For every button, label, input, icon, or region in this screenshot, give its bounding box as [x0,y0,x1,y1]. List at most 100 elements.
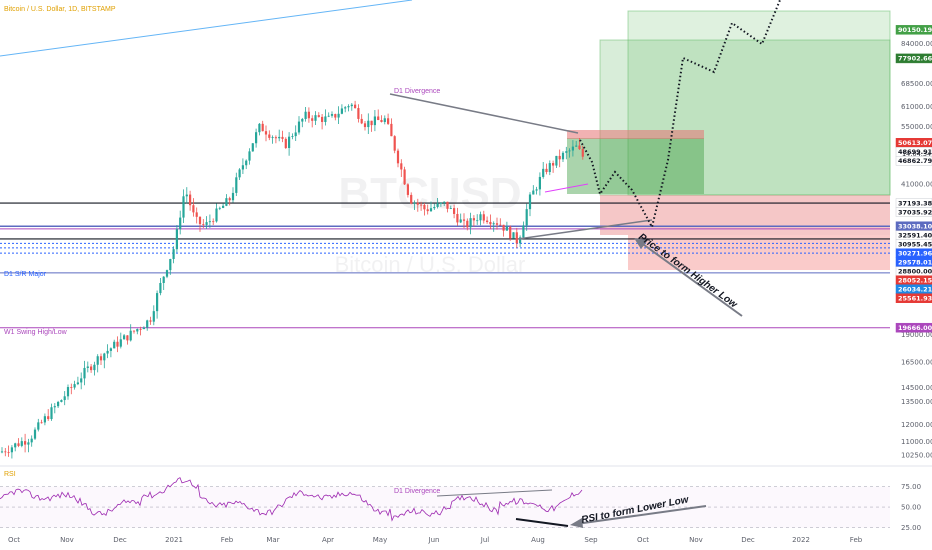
price-axis[interactable]: 84000.00 68500.00 61000.00 55000.00 41000.00… [895,25,932,460]
candle [436,197,439,209]
time-axis[interactable]: Oct Nov Dec 2021 Feb Mar Apr May Jun Jul Aug Sep Oct… [8,536,863,544]
candle [535,186,538,195]
target-zone-inner[interactable] [599,39,891,196]
candle [281,130,284,143]
candle [558,149,561,168]
price-tag-label: 33038.10 [898,223,932,231]
rsi-lower-low-line[interactable] [515,518,569,527]
sr-major-label: D1 S/R Major [4,271,47,278]
candle [208,214,211,228]
candle [152,305,155,326]
candle [129,324,132,342]
candle [116,336,119,353]
candle [321,113,324,130]
candle [57,400,60,408]
price-tag: 37035.92 [895,207,932,217]
candle [492,221,495,232]
candle [522,221,525,238]
candle [304,107,307,122]
time-tick-label: Feb [850,536,863,544]
candle [175,225,178,253]
candle [571,140,574,157]
candle [189,190,192,211]
candle [459,213,462,224]
candle [344,106,347,113]
candle [525,203,528,231]
candle [182,189,185,223]
candle [330,111,334,118]
rsi-axis: 75.00 50.00 25.00 [901,483,921,532]
candle [40,419,43,424]
candle [235,172,238,197]
candle [581,145,584,160]
rsi-tick-label: 75.00 [901,483,921,491]
candle [380,115,383,123]
candle [354,100,357,109]
projected-path[interactable] [579,0,781,230]
candle [27,438,30,453]
candle [453,204,456,219]
candle [528,192,532,217]
candle [390,118,393,137]
time-tick-label: Nov [689,536,703,544]
price-tag-label: 30271.96 [898,250,932,258]
candle [86,361,89,373]
candle [410,192,413,205]
candle [373,109,376,132]
candle [542,161,545,179]
candle [90,363,93,373]
higher-low-trendline[interactable] [517,219,653,240]
rsi-divergence-line[interactable] [436,489,553,497]
rsi-tick-label: 25.00 [901,524,921,532]
candle [119,332,122,349]
candle [439,202,442,207]
time-tick-label: 2021 [165,536,183,544]
price-tick-label: 12000.00 [901,421,932,429]
candle [357,104,360,123]
candle [106,344,109,359]
time-tick-label: Mar [266,536,279,544]
candle [99,353,103,365]
candle [47,409,50,421]
candle [0,447,4,454]
price-tag-label: 77902.66 [898,55,932,63]
candle [420,201,423,211]
price-tag: 77902.66 [895,53,932,64]
rsi-label: RSI [4,471,16,478]
candle [10,445,13,459]
candle [123,334,126,340]
price-tag: 25561.93 [895,293,932,303]
candle [268,130,271,141]
candle [83,360,86,386]
price-tag: 90150.19 [895,25,932,35]
candle [314,111,317,125]
candle [363,120,367,131]
candle [367,113,370,135]
time-tick-label: Jun [428,536,440,544]
candle [14,442,17,452]
price-tag-label: 32591.40 [898,232,932,240]
time-tick-label: Dec [113,536,127,544]
candle [545,163,548,175]
time-tick-label: Aug [531,536,545,544]
entry-profit-zone[interactable] [567,138,704,194]
candle [33,427,37,441]
entry-loss-zone[interactable] [567,130,704,139]
candle [288,132,291,156]
price-tick-label: 55000.00 [901,123,932,131]
candle [575,140,578,147]
time-tick-label: Nov [60,536,74,544]
long-term-trendline[interactable] [0,0,413,57]
price-divergence-line[interactable] [389,93,579,134]
candle [50,403,53,421]
candle [149,316,152,325]
price-tag: 30955.45 [895,239,932,249]
candle [162,276,165,291]
stop-loss-zone[interactable] [600,195,890,235]
pink-short-line[interactable] [544,183,589,193]
candle [387,113,390,126]
lower-low-arrowhead [570,518,583,528]
candle [311,115,314,128]
candle [479,211,482,226]
